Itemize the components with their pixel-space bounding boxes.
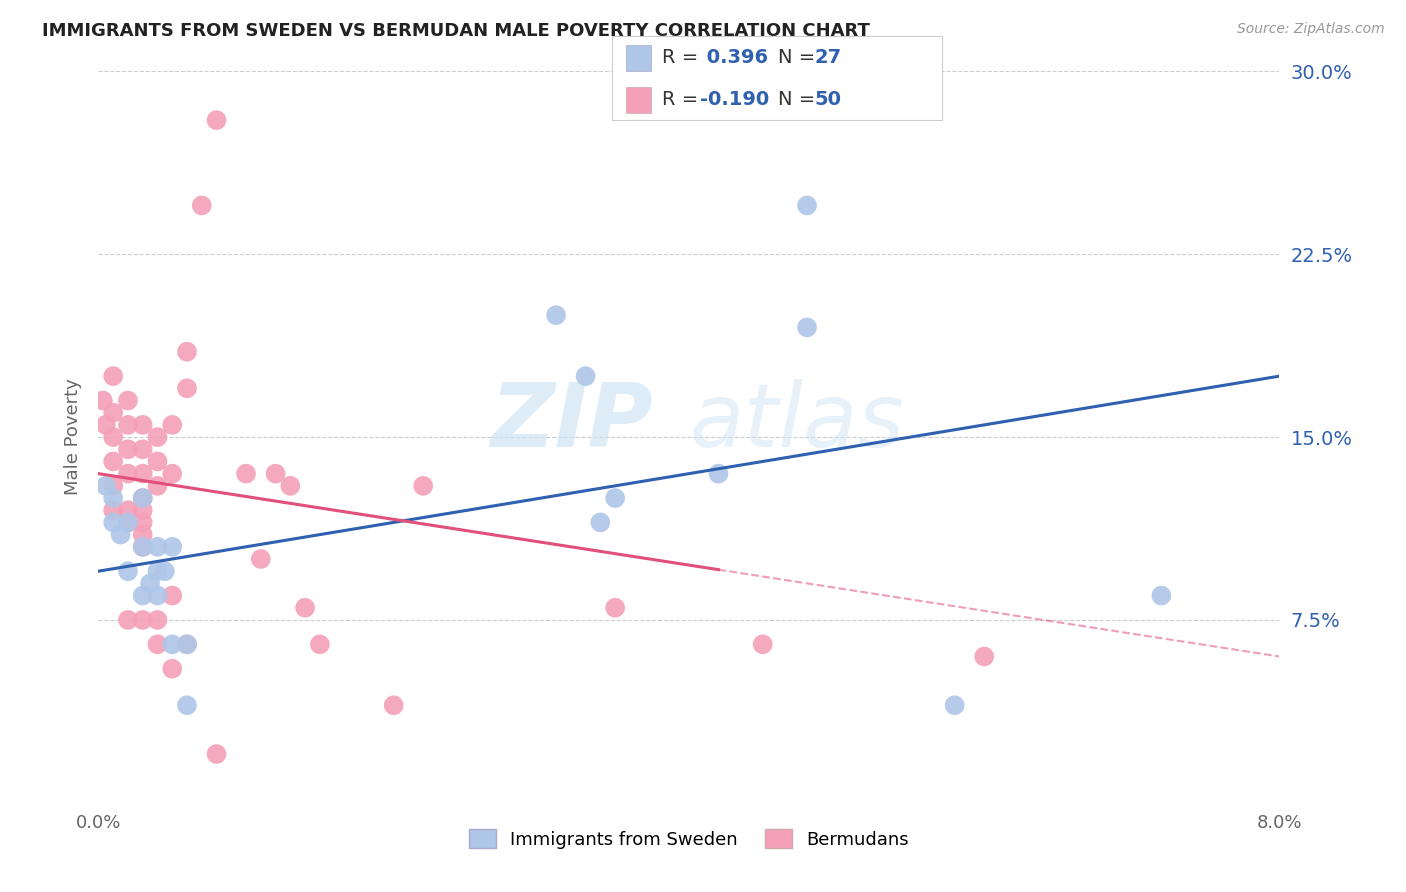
Point bbox=[412, 479, 434, 493]
Point bbox=[117, 564, 139, 578]
Point bbox=[973, 649, 995, 664]
Point bbox=[117, 442, 139, 457]
Point bbox=[146, 564, 169, 578]
Point bbox=[176, 637, 198, 651]
Point bbox=[752, 637, 775, 651]
Point bbox=[103, 516, 125, 530]
Text: Source: ZipAtlas.com: Source: ZipAtlas.com bbox=[1237, 22, 1385, 37]
Point bbox=[796, 198, 818, 212]
Point bbox=[132, 467, 155, 481]
Text: N =: N = bbox=[778, 90, 821, 110]
Legend: Immigrants from Sweden, Bermudans: Immigrants from Sweden, Bermudans bbox=[461, 822, 917, 856]
Point bbox=[91, 393, 114, 408]
Point bbox=[103, 479, 125, 493]
Point bbox=[94, 417, 117, 432]
Point bbox=[146, 540, 169, 554]
Text: 27: 27 bbox=[814, 48, 841, 68]
Point bbox=[796, 320, 818, 334]
Point bbox=[162, 662, 183, 676]
Point bbox=[103, 369, 125, 384]
Point bbox=[162, 540, 183, 554]
Point bbox=[294, 600, 316, 615]
Point bbox=[132, 516, 155, 530]
Point bbox=[707, 467, 730, 481]
Point bbox=[205, 113, 228, 128]
Text: IMMIGRANTS FROM SWEDEN VS BERMUDAN MALE POVERTY CORRELATION CHART: IMMIGRANTS FROM SWEDEN VS BERMUDAN MALE … bbox=[42, 22, 870, 40]
Point bbox=[176, 344, 198, 359]
Point bbox=[117, 393, 139, 408]
Point bbox=[176, 637, 198, 651]
Point bbox=[146, 454, 169, 468]
Point bbox=[546, 308, 568, 322]
Text: R =: R = bbox=[662, 90, 704, 110]
Point bbox=[146, 637, 169, 651]
Point bbox=[103, 503, 125, 517]
Point bbox=[146, 479, 169, 493]
Point bbox=[94, 479, 117, 493]
Point bbox=[235, 467, 257, 481]
Point bbox=[162, 417, 183, 432]
Point bbox=[132, 417, 155, 432]
Point bbox=[117, 503, 139, 517]
Text: 50: 50 bbox=[814, 90, 841, 110]
Point bbox=[103, 406, 125, 420]
Text: N =: N = bbox=[778, 48, 821, 68]
Point bbox=[943, 698, 966, 713]
Point bbox=[132, 503, 155, 517]
Point bbox=[250, 552, 273, 566]
Point bbox=[132, 540, 155, 554]
Point bbox=[146, 430, 169, 444]
Text: atlas: atlas bbox=[689, 379, 904, 466]
Text: ZIP: ZIP bbox=[491, 379, 654, 466]
Point bbox=[382, 698, 405, 713]
Point bbox=[205, 747, 228, 761]
Text: 0.396: 0.396 bbox=[700, 48, 782, 68]
Point bbox=[162, 589, 183, 603]
Point bbox=[103, 430, 125, 444]
Point bbox=[117, 467, 139, 481]
Point bbox=[176, 381, 198, 395]
Point bbox=[110, 527, 132, 541]
Point bbox=[589, 516, 612, 530]
Point bbox=[117, 516, 139, 530]
Point bbox=[280, 479, 302, 493]
Point bbox=[1150, 589, 1173, 603]
Point bbox=[117, 417, 139, 432]
Point bbox=[153, 564, 176, 578]
Point bbox=[132, 491, 155, 505]
Point bbox=[132, 540, 155, 554]
Point bbox=[162, 467, 183, 481]
Point bbox=[146, 589, 169, 603]
Point bbox=[176, 698, 198, 713]
Point bbox=[132, 527, 155, 541]
Point bbox=[162, 637, 183, 651]
Point bbox=[605, 600, 627, 615]
Point bbox=[103, 454, 125, 468]
Point bbox=[117, 516, 139, 530]
Point bbox=[605, 491, 627, 505]
Point bbox=[132, 613, 155, 627]
Text: R =: R = bbox=[662, 48, 704, 68]
Point bbox=[264, 467, 287, 481]
Point bbox=[132, 491, 155, 505]
Point bbox=[139, 576, 162, 591]
Point bbox=[191, 198, 214, 212]
Point bbox=[575, 369, 598, 384]
Point bbox=[146, 613, 169, 627]
Point bbox=[132, 589, 155, 603]
Point bbox=[103, 491, 125, 505]
Point bbox=[309, 637, 332, 651]
Text: -0.190: -0.190 bbox=[700, 90, 783, 110]
Point bbox=[117, 613, 139, 627]
Y-axis label: Male Poverty: Male Poverty bbox=[65, 379, 83, 495]
Point bbox=[132, 442, 155, 457]
